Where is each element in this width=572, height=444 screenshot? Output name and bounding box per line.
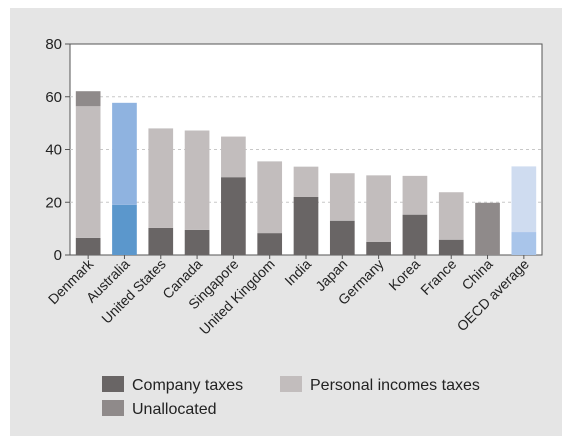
x-category-label: India (281, 256, 314, 289)
bar-segment (366, 241, 391, 255)
bar-segment (221, 177, 246, 255)
bar-segment (293, 166, 319, 197)
bar-segment (366, 175, 391, 242)
bar-segment (475, 202, 500, 255)
legend-label-personal: Personal incomes taxes (310, 377, 480, 394)
x-category-label: United States (98, 256, 169, 327)
bar-segment (438, 239, 464, 255)
bar-segment (329, 173, 355, 221)
bar-segment (75, 91, 101, 107)
y-tick-label: 80 (45, 36, 62, 53)
y-tick-label: 60 (45, 89, 62, 106)
y-tick-label: 0 (54, 247, 62, 264)
bar-segment (257, 233, 283, 255)
bar-segment (184, 130, 210, 230)
bar-segment (402, 214, 428, 255)
bar-segment (184, 229, 210, 255)
legend-swatch-unallocated (102, 400, 124, 416)
y-tick-label: 40 (45, 142, 62, 159)
chart-panel: 0 20 40 60 80 Denmark Australia United States Ca… (10, 8, 562, 436)
y-tick-label: 20 (45, 194, 62, 211)
legend-swatch-personal (280, 376, 302, 392)
bar-segment (293, 196, 319, 255)
bar-segment (75, 237, 101, 255)
legend-label-unallocated: Unallocated (132, 401, 217, 418)
bar-segment (329, 220, 355, 255)
legend-label-company: Company taxes (132, 377, 243, 394)
bar-segment (75, 106, 101, 238)
bar-segment (402, 175, 428, 215)
bar-segment (112, 204, 137, 255)
legend-swatch-company (102, 376, 124, 392)
bar-segment (148, 227, 174, 255)
bar-segment (221, 136, 246, 178)
bar-segment (511, 232, 537, 255)
bar-segment (148, 128, 174, 228)
bar-segment (112, 102, 137, 205)
bar-segment (257, 161, 283, 234)
bar-segment (438, 192, 464, 240)
bar-segment (511, 166, 537, 233)
x-category-label: France (417, 256, 459, 298)
